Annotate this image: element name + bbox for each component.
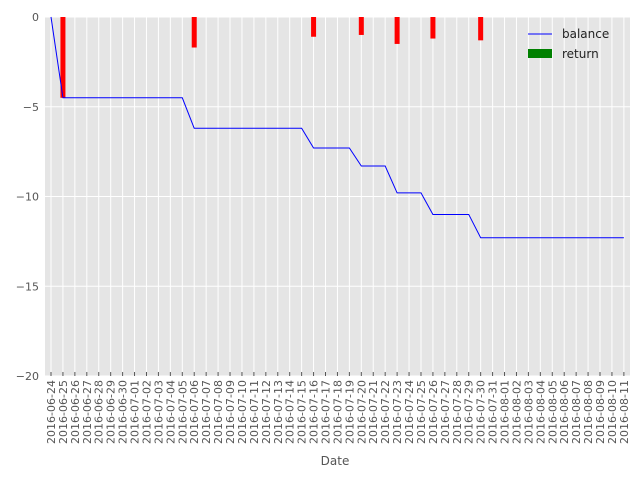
- x-tick-label: 2016-07-22: [379, 380, 392, 444]
- return-bar: [478, 17, 484, 41]
- x-tick-label: 2016-07-13: [272, 380, 285, 444]
- return-bar: [394, 17, 400, 44]
- x-tick-label: 2016-08-11: [618, 380, 631, 444]
- return-bar: [311, 17, 317, 37]
- x-tick-label: 2016-07-29: [463, 380, 476, 444]
- x-tick-label: 2016-07-25: [415, 380, 428, 444]
- x-tick-label: 2016-07-03: [152, 380, 165, 444]
- y-tick-label: −15: [16, 280, 39, 293]
- x-axis-label: Date: [321, 454, 350, 468]
- x-tick-label: 2016-07-31: [487, 380, 500, 444]
- return-bars: [60, 17, 484, 98]
- x-tick-label: 2016-07-24: [403, 380, 416, 444]
- x-tick-label: 2016-06-30: [117, 380, 130, 444]
- x-tick-label: 2016-08-01: [499, 380, 512, 444]
- x-tick-label: 2016-07-21: [367, 380, 380, 444]
- x-tick-label: 2016-08-08: [582, 380, 595, 444]
- return-bar: [191, 17, 197, 48]
- x-tick-label: 2016-07-28: [451, 380, 464, 444]
- y-tick-label: −20: [16, 370, 39, 383]
- x-tick-label: 2016-07-16: [308, 380, 321, 444]
- legend-balance-label: balance: [562, 27, 609, 41]
- legend: balance return: [528, 27, 609, 61]
- x-tick-label: 2016-07-12: [260, 380, 273, 444]
- x-tick-label: 2016-07-07: [200, 380, 213, 444]
- x-tick-label: 2016-08-04: [534, 380, 547, 444]
- x-tick-label: 2016-07-19: [343, 380, 356, 444]
- x-tick-label: 2016-07-18: [331, 380, 344, 444]
- y-tick-label: −10: [16, 191, 39, 204]
- x-tick-label: 2016-07-01: [129, 380, 142, 444]
- legend-return-swatch: [528, 49, 552, 58]
- x-tick-label: 2016-08-05: [546, 380, 559, 444]
- x-tick-label: 2016-07-09: [224, 380, 237, 444]
- x-tick-label: 2016-07-05: [176, 380, 189, 444]
- y-tick-label: −5: [23, 101, 39, 114]
- x-tick-label: 2016-07-04: [164, 380, 177, 444]
- return-bar: [430, 17, 436, 39]
- x-tick-label: 2016-07-10: [236, 380, 249, 444]
- x-tick-label: 2016-08-02: [510, 380, 523, 444]
- x-tick-label: 2016-07-20: [355, 380, 368, 444]
- x-tick-label: 2016-07-08: [212, 380, 225, 444]
- x-tick-label: 2016-06-28: [93, 380, 106, 444]
- x-axis: 2016-06-242016-06-252016-06-262016-06-27…: [45, 372, 631, 444]
- x-tick-label: 2016-06-27: [81, 380, 94, 444]
- x-tick-label: 2016-07-17: [320, 380, 333, 444]
- x-tick-label: 2016-08-10: [606, 380, 619, 444]
- return-bar: [60, 17, 66, 98]
- x-tick-label: 2016-07-02: [140, 380, 153, 444]
- x-tick-label: 2016-06-29: [105, 380, 118, 444]
- x-tick-label: 2016-08-03: [522, 380, 535, 444]
- x-tick-label: 2016-07-26: [427, 380, 440, 444]
- balance-line: [50, 16, 624, 239]
- x-tick-label: 2016-07-11: [248, 380, 261, 444]
- x-tick-label: 2016-07-30: [475, 380, 488, 444]
- x-tick-label: 2016-08-07: [570, 380, 583, 444]
- x-tick-label: 2016-06-25: [57, 380, 70, 444]
- x-tick-label: 2016-08-06: [558, 380, 571, 444]
- y-tick-label: 0: [32, 11, 39, 24]
- x-tick-label: 2016-07-23: [391, 380, 404, 444]
- x-tick-label: 2016-08-09: [594, 380, 607, 444]
- x-tick-label: 2016-07-15: [296, 380, 309, 444]
- x-tick-label: 2016-07-06: [188, 380, 201, 444]
- x-tick-label: 2016-07-14: [284, 380, 297, 444]
- return-bar: [358, 17, 364, 35]
- y-axis: 0 −5 −10 −15 −20: [16, 11, 39, 383]
- legend-return-label: return: [562, 47, 599, 61]
- x-tick-label: 2016-06-24: [45, 380, 58, 444]
- x-tick-label: 2016-07-27: [439, 380, 452, 444]
- grid: [45, 16, 630, 377]
- x-tick-label: 2016-06-26: [69, 380, 82, 444]
